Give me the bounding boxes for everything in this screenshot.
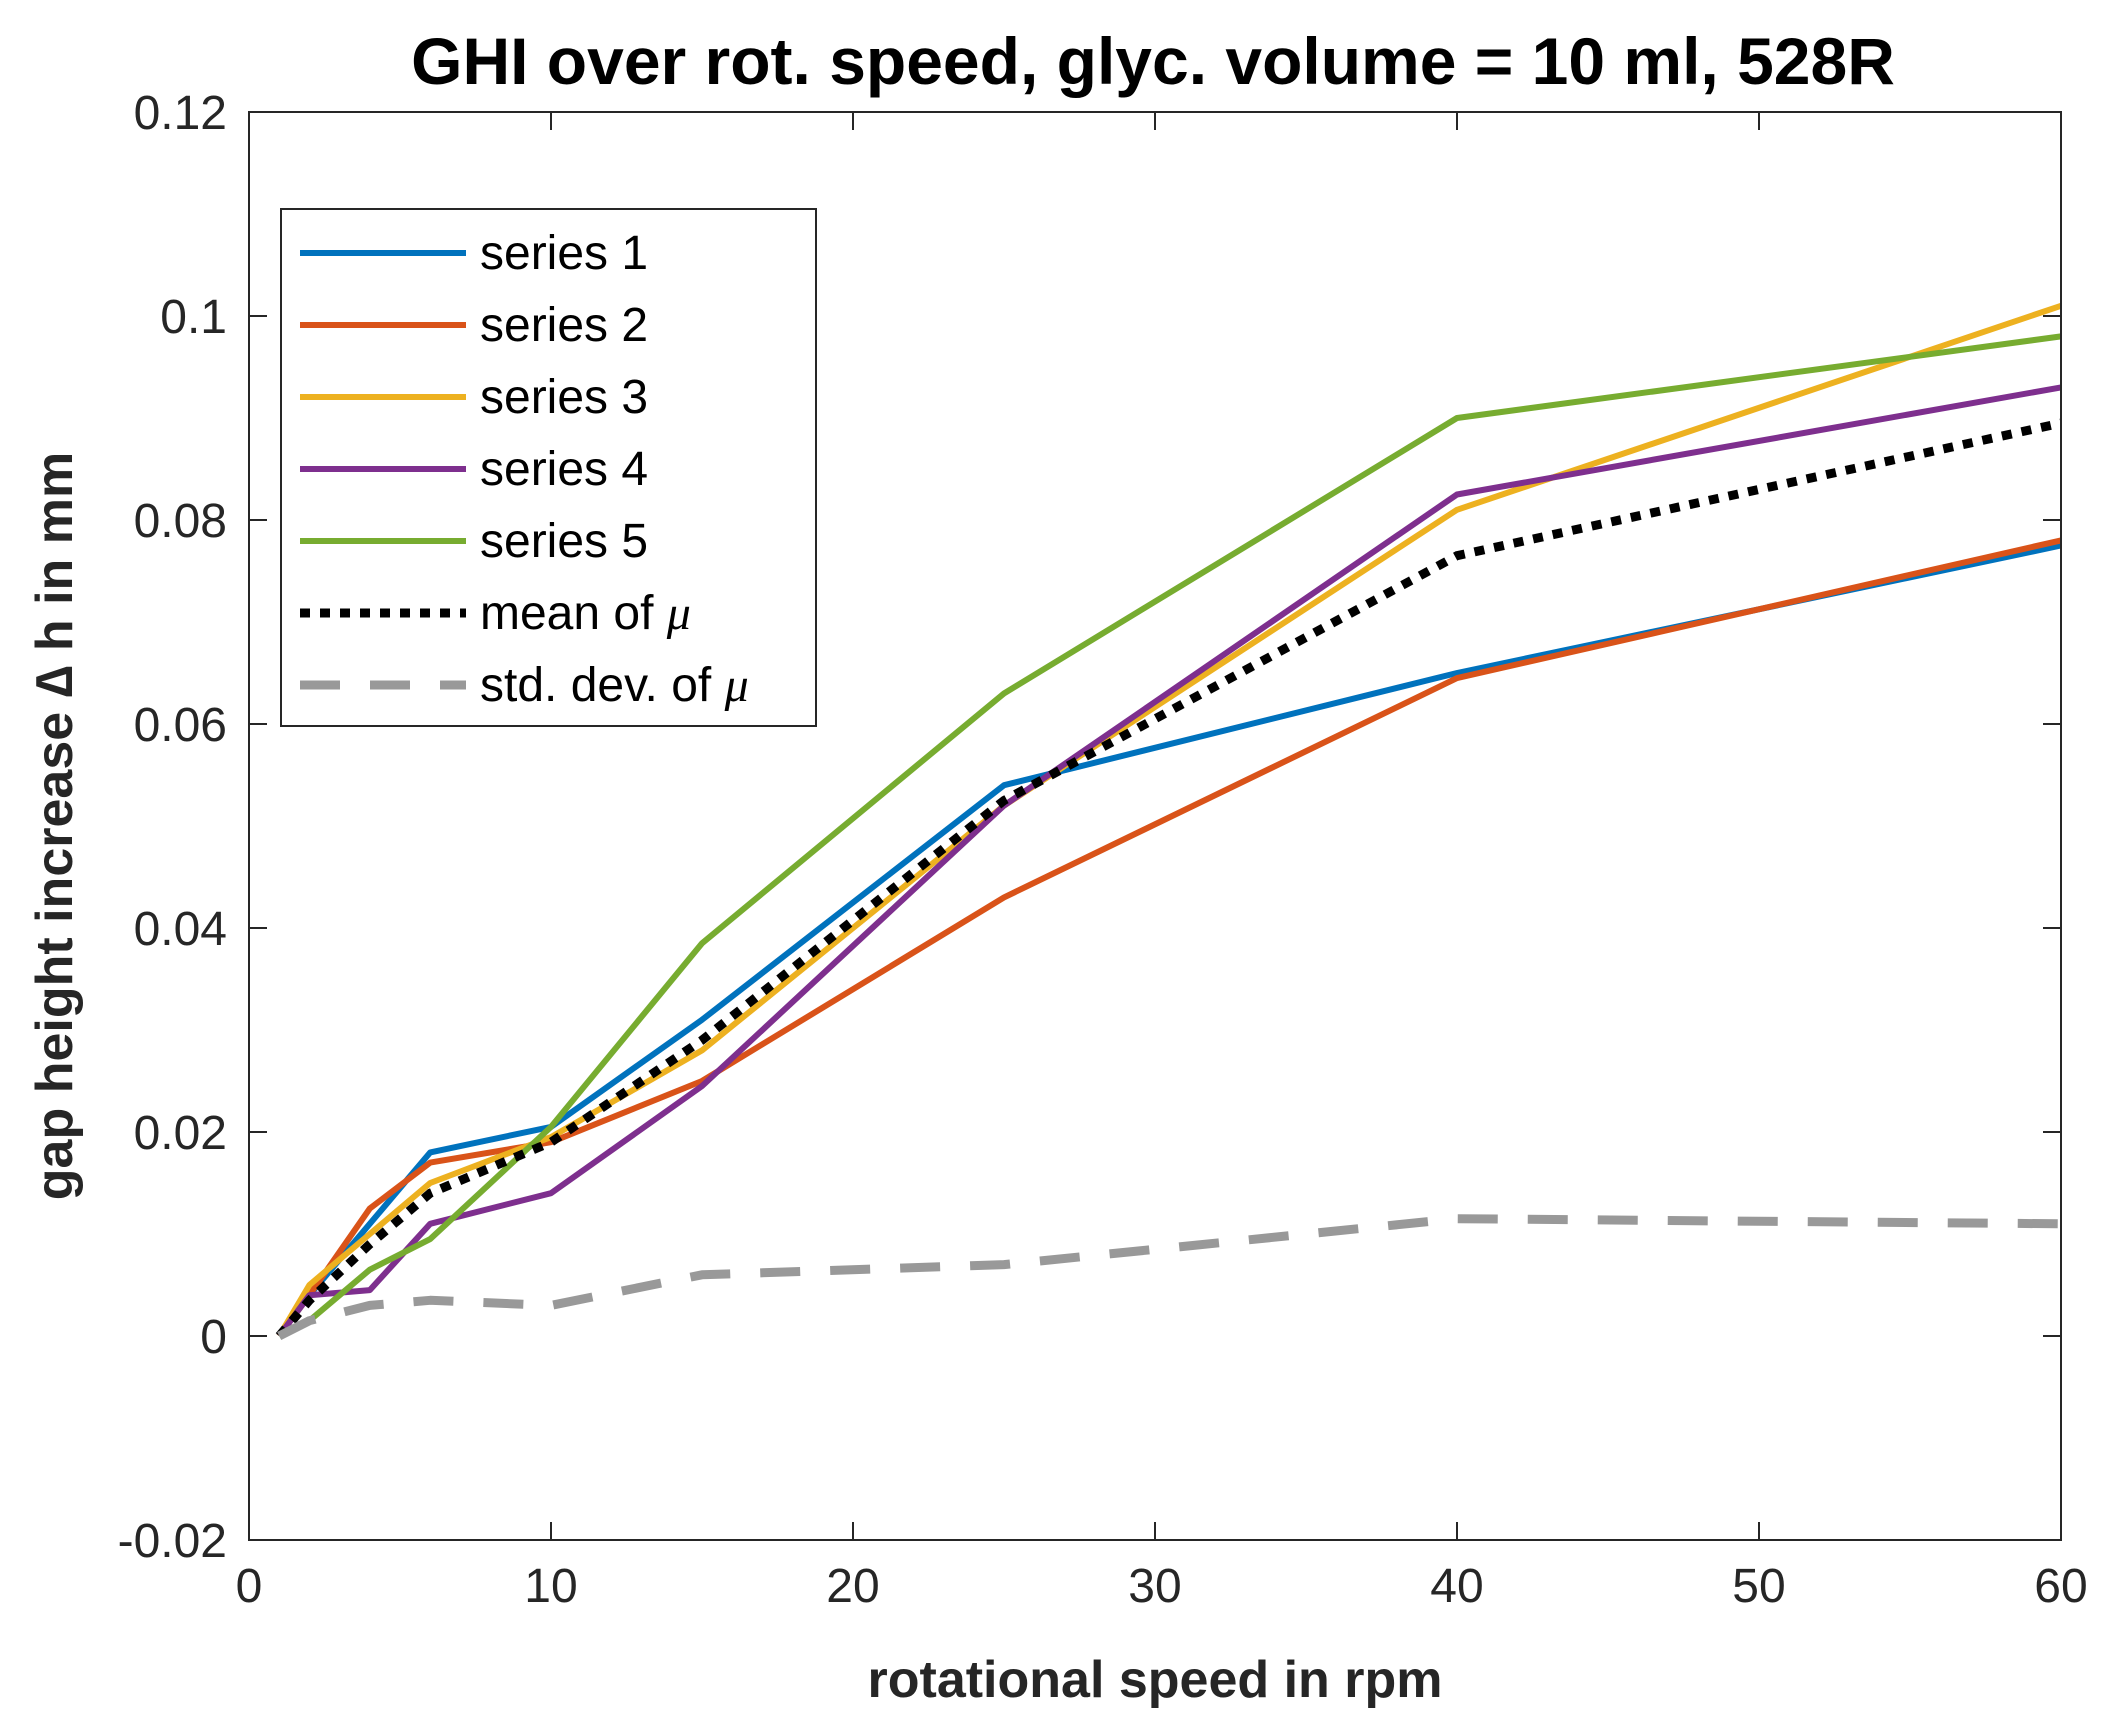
x-tick-label-6: 60 [2034, 1560, 2087, 1613]
x-tick-label-0: 0 [236, 1560, 263, 1613]
x-axis-label: rotational speed in rpm [868, 1651, 1443, 1709]
y-tick-label-7: 0.12 [134, 87, 227, 140]
y-tick-label-1: 0 [200, 1311, 227, 1364]
plot-area-frame [248, 111, 2062, 1541]
axis-ticks: 0 10 20 30 40 50 60-0.0200.020.040.060.080.10.… [118, 87, 2088, 1613]
x-tick-label-5: 50 [1732, 1560, 1785, 1613]
series-lines [275, 302, 2062, 1341]
series-line-5 [277, 333, 2062, 1339]
x-tick-label-3: 30 [1128, 1560, 1181, 1613]
legend-label-text-7: std. dev. of [480, 659, 725, 712]
legend-label-text-1: series 1 [480, 227, 648, 280]
legend-label-2: series 2 [480, 299, 648, 352]
y-tick-label-5: 0.08 [134, 495, 227, 548]
y-tick-label-2: 0.02 [134, 1107, 227, 1160]
x-tick-label-4: 40 [1430, 1560, 1483, 1613]
legend-label-4: series 4 [480, 443, 648, 496]
x-tick-label-2: 20 [826, 1560, 879, 1613]
legend-mu-symbol-7: μ [724, 659, 749, 712]
y-tick-label-0: -0.02 [118, 1515, 227, 1568]
legend-mu-symbol-6: μ [666, 587, 691, 640]
y-axis-label: gap height increase ∆ h in mm [26, 452, 84, 1200]
legend-label-text-3: series 3 [480, 371, 648, 424]
legend-label-text-6: mean of [480, 587, 667, 640]
legend-label-text-5: series 5 [480, 515, 648, 568]
series-line-4 [276, 384, 2062, 1338]
chart-title: GHI over rot. speed, glyc. volume = 10 m… [411, 24, 1895, 98]
y-tick-label-4: 0.06 [134, 699, 227, 752]
legend-label-6: mean of μ [480, 587, 691, 640]
y-tick-label-3: 0.04 [134, 903, 227, 956]
legend-label-7: std. dev. of μ [480, 659, 749, 712]
y-tick-label-6: 0.1 [160, 291, 227, 344]
legend-label-text-2: series 2 [480, 299, 648, 352]
x-tick-label-1: 10 [524, 1560, 577, 1613]
legend: series 1 series 2 series 3 series 4 series 5… [280, 208, 817, 727]
legend-label-1: series 1 [480, 227, 648, 280]
legend-label-text-4: series 4 [480, 443, 648, 496]
legend-label-3: series 3 [480, 371, 648, 424]
legend-label-5: series 5 [480, 515, 648, 568]
